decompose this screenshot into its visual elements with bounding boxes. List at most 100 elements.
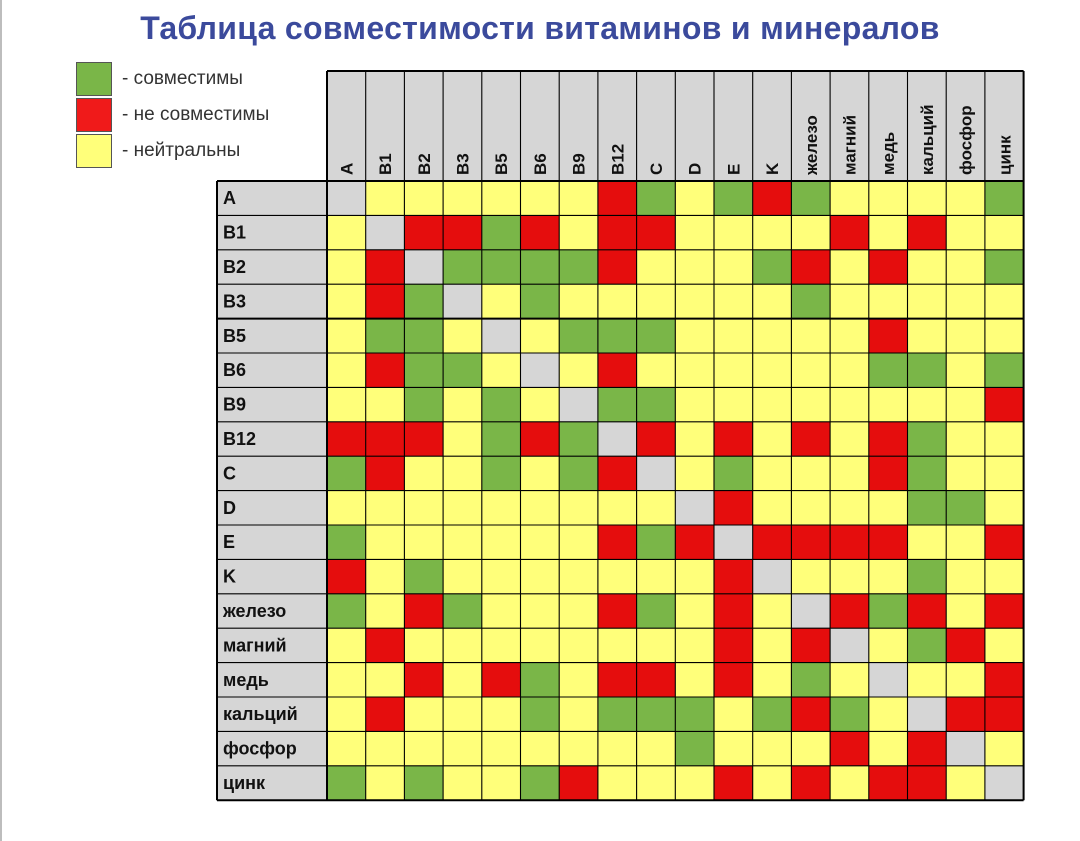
heatmap-cell-6-8 (636, 387, 676, 422)
row-label-9: D (223, 498, 236, 518)
heatmap-cell-5-2 (404, 353, 444, 388)
row-label-3: B3 (223, 291, 246, 311)
heatmap-cell-3-1 (365, 284, 405, 319)
legend-item-incompatible: - не совместимы (76, 98, 376, 134)
heatmap-cell-17-6 (559, 765, 598, 801)
heatmap-cell-2-6 (559, 249, 598, 285)
heatmap-cell-0-9 (675, 181, 714, 216)
heatmap-cell-15-4 (481, 697, 521, 732)
heatmap-cell-16-12 (791, 731, 831, 766)
heatmap-cell-7-14 (868, 421, 908, 457)
heatmap-cell-0-17 (984, 181, 1024, 216)
heatmap-cell-12-0 (327, 593, 366, 629)
heatmap-cell-16-13 (830, 731, 869, 766)
heatmap-cell-9-1 (365, 490, 405, 525)
heatmap-cell-17-0 (327, 765, 366, 801)
heatmap-cell-15-14 (868, 697, 908, 732)
heatmap-cell-16-10 (714, 731, 753, 766)
heatmap-cell-7-2 (404, 421, 444, 457)
heatmap-cell-5-14 (868, 353, 908, 388)
heatmap-cell-6-17 (984, 387, 1024, 422)
heatmap-cell-10-14 (868, 525, 908, 560)
heatmap-cell-6-3 (443, 387, 482, 422)
column-label-13: магний (840, 115, 859, 175)
heatmap-cell-5-11 (752, 353, 792, 388)
heatmap-cell-15-15 (907, 697, 947, 732)
heatmap-cell-9-8 (636, 490, 676, 525)
heatmap-cell-6-9 (675, 387, 714, 422)
heatmap-cell-11-3 (443, 559, 482, 594)
heatmap-cell-7-16 (946, 421, 985, 457)
heatmap-cell-12-13 (830, 593, 869, 629)
heatmap-cell-11-14 (868, 559, 908, 594)
heatmap-cell-2-10 (714, 249, 753, 285)
heatmap-cell-16-6 (559, 731, 598, 766)
heatmap-cell-16-2 (404, 731, 444, 766)
heatmap-cell-16-8 (636, 731, 676, 766)
heatmap-cell-11-9 (675, 559, 714, 594)
heatmap-cell-6-11 (752, 387, 792, 422)
heatmap-cell-17-3 (443, 765, 482, 801)
heatmap-cell-4-2 (404, 318, 444, 353)
legend-item-neutral: - нейтральны (76, 134, 376, 170)
heatmap-cell-2-5 (520, 249, 560, 285)
heatmap-cell-13-17 (984, 628, 1024, 663)
heatmap-cell-8-16 (946, 456, 985, 491)
heatmap-cell-11-16 (946, 559, 985, 594)
heatmap-cell-15-7 (597, 697, 637, 732)
heatmap-cell-0-16 (946, 181, 985, 216)
row-label-13: магний (223, 635, 287, 655)
heatmap-cell-9-4 (481, 490, 521, 525)
heatmap-cell-4-11 (752, 318, 792, 353)
heatmap-cell-9-16 (946, 490, 985, 525)
heatmap-cell-13-6 (559, 628, 598, 663)
heatmap-cell-1-1 (365, 215, 405, 250)
heatmap-cell-2-2 (404, 249, 444, 285)
column-label-7: B12 (608, 144, 627, 175)
heatmap-cell-10-4 (481, 525, 521, 560)
heatmap-cell-0-8 (636, 181, 676, 216)
heatmap-cell-9-9 (675, 490, 714, 525)
heatmap-cell-4-12 (791, 318, 831, 353)
heatmap-cell-17-8 (636, 765, 676, 801)
heatmap-cell-16-16 (946, 731, 985, 766)
heatmap-cell-10-13 (830, 525, 869, 560)
heatmap-cell-0-12 (791, 181, 831, 216)
heatmap-cell-14-0 (327, 662, 366, 697)
heatmap-cell-11-10 (714, 559, 753, 594)
heatmap-cell-9-3 (443, 490, 482, 525)
heatmap-cell-4-13 (830, 318, 869, 353)
heatmap-cell-9-12 (791, 490, 831, 525)
heatmap-cell-12-6 (559, 593, 598, 629)
heatmap-cell-8-9 (675, 456, 714, 491)
heatmap-cell-9-2 (404, 490, 444, 525)
heatmap-cell-2-14 (868, 249, 908, 285)
heatmap-cell-3-16 (946, 284, 985, 319)
heatmap-cell-6-16 (946, 387, 985, 422)
heatmap-cell-17-17 (984, 765, 1024, 801)
heatmap-cell-1-3 (443, 215, 482, 250)
heatmap-cell-11-17 (984, 559, 1024, 594)
heatmap-cell-14-13 (830, 662, 869, 697)
heatmap-cell-4-14 (868, 318, 908, 353)
heatmap-cell-3-15 (907, 284, 947, 319)
heatmap-cell-3-12 (791, 284, 831, 319)
heatmap-cell-5-12 (791, 353, 831, 388)
heatmap-cell-16-11 (752, 731, 792, 766)
heatmap-cell-0-0 (327, 181, 366, 216)
heatmap-cell-4-17 (984, 318, 1024, 353)
heatmap-cell-10-16 (946, 525, 985, 560)
heatmap-cell-17-1 (365, 765, 405, 801)
heatmap-cell-12-16 (946, 593, 985, 629)
heatmap-cell-8-0 (327, 456, 366, 491)
row-label-10: E (223, 532, 235, 552)
heatmap-cell-4-10 (714, 318, 753, 353)
row-label-12: железо (222, 601, 286, 621)
heatmap-cell-14-14 (868, 662, 908, 697)
heatmap-cell-5-10 (714, 353, 753, 388)
heatmap-cell-12-4 (481, 593, 521, 629)
heatmap-cell-8-17 (984, 456, 1024, 491)
column-label-5: B6 (531, 153, 550, 175)
heatmap-cell-16-3 (443, 731, 482, 766)
heatmap-cell-16-15 (907, 731, 947, 766)
